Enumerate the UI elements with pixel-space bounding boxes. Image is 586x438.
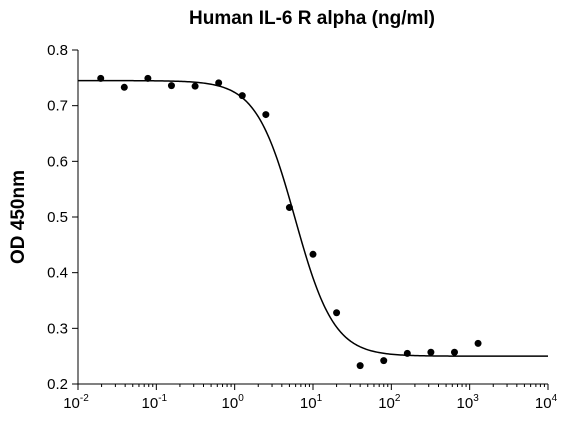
points-group bbox=[97, 74, 482, 370]
data-point bbox=[97, 74, 105, 82]
y-tick-label: 0.3 bbox=[47, 320, 68, 337]
data-point bbox=[120, 83, 128, 91]
chart-title: Human IL-6 R alpha (ng/ml) bbox=[189, 8, 435, 29]
data-point bbox=[309, 250, 317, 258]
data-point bbox=[427, 348, 435, 356]
data-point bbox=[333, 309, 341, 317]
x-tick-label: 10-2 bbox=[63, 393, 89, 412]
fit-curve-group bbox=[78, 79, 548, 357]
axes: 0.2 0.3 0.4 0.5 0.6 0.7 0.8 10-2 10-1 100 101 102 10… bbox=[47, 42, 557, 412]
data-point bbox=[285, 204, 293, 212]
data-point bbox=[191, 82, 199, 90]
y-tick-label: 0.4 bbox=[47, 265, 68, 282]
data-point bbox=[215, 79, 223, 87]
data-point bbox=[380, 357, 388, 365]
data-point bbox=[356, 362, 364, 370]
x-tick-label: 100 bbox=[222, 393, 245, 412]
y-tick-label: 0.7 bbox=[47, 98, 68, 115]
data-point bbox=[167, 82, 175, 90]
y-tick-label: 0.2 bbox=[47, 376, 68, 393]
x-tick-label: 103 bbox=[457, 393, 480, 412]
y-tick-label: 0.6 bbox=[47, 153, 68, 170]
x-tick-label: 101 bbox=[300, 393, 323, 412]
data-point bbox=[144, 74, 152, 82]
fit-curve bbox=[78, 79, 548, 357]
data-point bbox=[474, 339, 482, 347]
data-point bbox=[262, 111, 270, 119]
data-point bbox=[450, 348, 458, 356]
data-point bbox=[238, 92, 246, 100]
y-tick-label: 0.5 bbox=[47, 209, 68, 226]
x-tick-label: 10-1 bbox=[142, 393, 168, 412]
y-tick-label: 0.8 bbox=[47, 42, 68, 59]
y-axis-label: OD 450nm bbox=[8, 170, 29, 264]
x-tick-label: 104 bbox=[535, 393, 558, 412]
data-point bbox=[403, 349, 411, 357]
x-tick-label: 102 bbox=[378, 393, 401, 412]
